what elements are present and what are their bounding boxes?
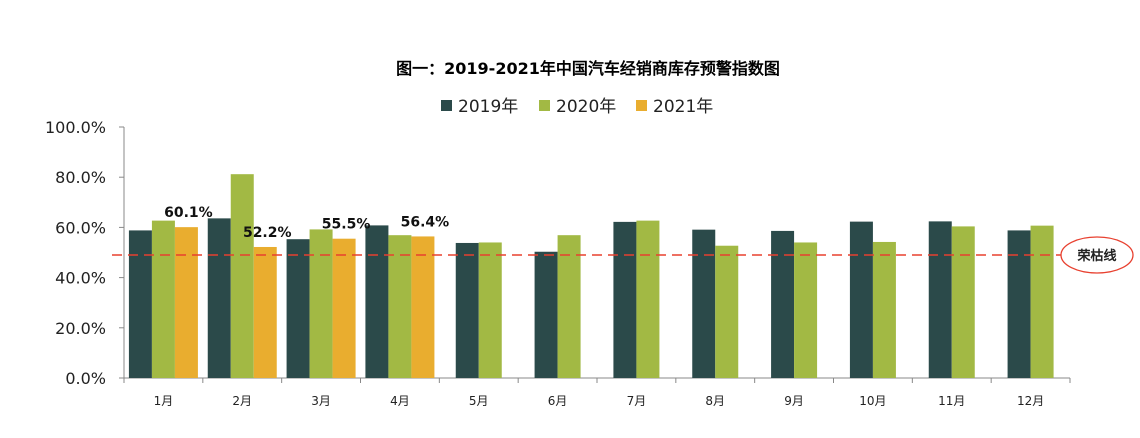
bar <box>332 238 356 378</box>
y-tick-label: 100.0% <box>45 118 106 137</box>
bar <box>636 220 660 378</box>
x-tick-label: 12月 <box>1017 394 1044 408</box>
reference-line-callout <box>1060 236 1134 274</box>
x-tick-label: 10月 <box>859 394 886 408</box>
bars <box>128 174 1054 378</box>
bar <box>613 221 637 378</box>
y-tick-label: 80.0% <box>55 168 106 187</box>
x-tick-label: 6月 <box>548 394 568 408</box>
bar <box>928 221 952 378</box>
data-labels: 60.1% 52.2% 55.5% 56.4% <box>164 205 449 241</box>
bar <box>1030 225 1054 378</box>
bar <box>151 220 175 378</box>
data-label: 60.1% <box>164 205 213 221</box>
bar <box>128 230 152 378</box>
chart-title: 图一：2019-2021年中国汽车经销商库存预警指数图 <box>396 59 780 78</box>
y-tick-label: 20.0% <box>55 319 106 338</box>
x-tick-label: 1月 <box>154 394 174 408</box>
bar <box>692 229 716 378</box>
bar <box>388 235 412 378</box>
legend-swatch <box>539 100 550 111</box>
bar <box>230 174 254 378</box>
x-tick-label: 5月 <box>469 394 489 408</box>
bar <box>253 246 277 378</box>
y-tick-label: 40.0% <box>55 269 106 288</box>
x-axis: 1月 2月 3月 4月 5月 6月 7月 8月 9月 10月 11月 12月 <box>123 377 1071 408</box>
bar <box>872 241 896 378</box>
x-tick-label: 3月 <box>311 394 331 408</box>
bar <box>478 242 502 378</box>
legend-label: 2019年 <box>458 97 518 117</box>
legend: 2019年 2020年 2021年 <box>441 97 713 117</box>
legend-swatch <box>441 100 452 111</box>
bar <box>771 230 795 378</box>
bar <box>365 225 389 378</box>
bar <box>715 245 739 378</box>
x-tick-label: 2月 <box>232 394 252 408</box>
bar <box>174 227 198 378</box>
bar <box>286 239 310 378</box>
bar <box>534 251 558 378</box>
x-tick-label: 7月 <box>627 394 647 408</box>
y-tick-label: 0.0% <box>65 369 106 388</box>
bar <box>207 218 231 378</box>
data-label: 52.2% <box>243 225 292 241</box>
bar <box>557 235 581 378</box>
bar <box>794 242 818 378</box>
legend-label: 2021年 <box>653 97 713 117</box>
x-tick-label: 9月 <box>784 394 804 408</box>
x-tick-label: 4月 <box>390 394 410 408</box>
reference-line-label: 荣枯线 <box>1076 248 1116 264</box>
legend-label: 2020年 <box>556 97 616 117</box>
bar <box>951 226 975 378</box>
reference-line-group: 荣枯线 <box>112 236 1134 274</box>
legend-swatch <box>636 100 647 111</box>
data-label: 55.5% <box>322 217 371 233</box>
bar <box>309 229 333 378</box>
x-tick-label: 11月 <box>938 394 965 408</box>
data-label: 56.4% <box>401 214 450 230</box>
bar <box>1007 230 1031 378</box>
bar <box>849 221 873 378</box>
y-axis: 0.0% 20.0% 40.0% 60.0% 80.0% 100.0% <box>45 118 125 388</box>
bar <box>411 236 435 378</box>
y-tick-label: 60.0% <box>55 218 106 237</box>
bar <box>455 242 479 378</box>
x-tick-label: 8月 <box>705 394 725 408</box>
